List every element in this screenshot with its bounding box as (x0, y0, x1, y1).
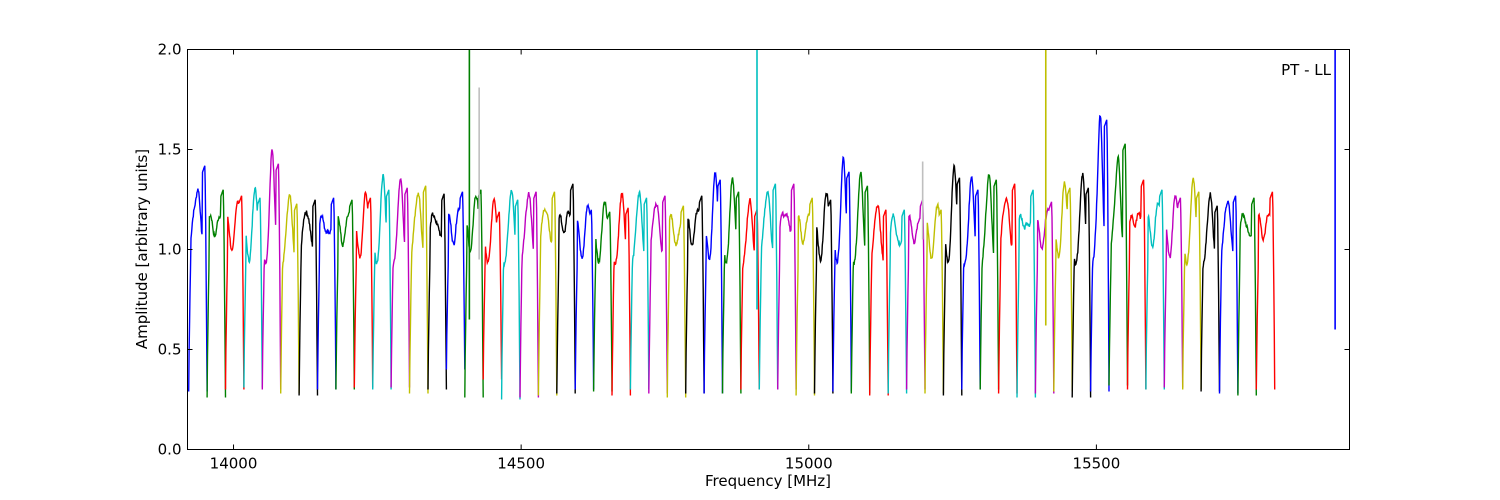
x-tick-label: 15500 (1073, 455, 1121, 473)
channel-trace-9 (353, 190, 374, 388)
channel-trace-13 (427, 193, 448, 390)
y-tick-label: 1.0 (158, 241, 182, 259)
channel-trace-17 (500, 189, 521, 400)
x-axis-label: Frequency [MHz] (705, 472, 831, 490)
channel-trace-43 (979, 174, 1000, 390)
x-tick-label: 15000 (785, 455, 833, 473)
y-tick-label: 1.5 (158, 141, 182, 159)
channel-trace-34 (813, 192, 834, 394)
channel-trace-48 (1071, 172, 1092, 398)
channel-trace-44 (997, 183, 1018, 394)
channel-trace-26 (666, 205, 687, 398)
channel-trace-4 (261, 149, 282, 390)
channel-trace-14 (445, 191, 466, 370)
channel-trace-21 (574, 202, 595, 390)
y-tick-label: 0.5 (158, 341, 182, 359)
channel-trace-45 (1016, 189, 1037, 398)
channel-trace-41 (942, 163, 963, 396)
channel-trace-5 (280, 194, 300, 394)
y-axis-label: Amplitude [arbitrary units] (133, 149, 151, 349)
channel-trace-31 (758, 183, 779, 390)
channel-trace-27 (685, 195, 705, 394)
channel-trace-57 (1237, 197, 1257, 396)
channel-trace-2 (224, 195, 245, 390)
channel-trace-23 (611, 192, 632, 396)
channel-trace-58 (1255, 191, 1276, 390)
channel-trace-36 (850, 171, 871, 394)
x-ticks: 14000 14500 15000 15500 (210, 49, 1121, 473)
channel-trace-7 (316, 197, 337, 390)
channel-trace-40 (924, 201, 945, 394)
channel-trace-6 (298, 199, 319, 396)
channel-trace-37 (869, 204, 889, 396)
channel-trace-3 (243, 186, 263, 388)
channel-trace-1 (206, 189, 227, 398)
channel-trace-51 (1126, 179, 1147, 390)
channel-trace-20 (556, 183, 576, 394)
channel-trace-42 (961, 176, 981, 390)
y-tick-label: 0.0 (158, 441, 182, 459)
channel-trace-10 (372, 173, 392, 390)
x-tick-label: 14000 (210, 455, 258, 473)
y-tick-label: 2.0 (158, 41, 182, 59)
channel-trace-55 (1200, 192, 1221, 392)
plot-annotation: PT - LL (1281, 61, 1332, 79)
channel-trace-11 (390, 177, 411, 388)
channel-trace-24 (629, 189, 650, 390)
channel-trace-50 (1108, 143, 1129, 386)
channel-trace-18 (519, 191, 540, 398)
channel-trace-29 (721, 177, 742, 394)
channel-trace-33 (795, 197, 816, 396)
channel-trace-28 (703, 171, 724, 394)
channel-trace-15 (464, 189, 484, 398)
channel-trace-12 (408, 185, 429, 394)
channel-trace-54 (1182, 177, 1202, 390)
channel-trace-47 (1053, 181, 1073, 392)
channel-trace-19 (537, 191, 558, 396)
spike-layer (468, 49, 1336, 330)
channel-trace-56 (1218, 195, 1239, 394)
channel-trace-53 (1163, 194, 1184, 388)
channel-trace-38 (887, 209, 908, 394)
channel-trace-16 (482, 196, 503, 380)
channel-trace-32 (777, 183, 797, 390)
channel-trace-35 (832, 155, 852, 392)
channel-trace-49 (1089, 114, 1110, 392)
channel-trace-22 (592, 201, 613, 392)
y-ticks: 0.0 0.5 1.0 1.5 2.0 (158, 41, 1350, 459)
channel-trace-46 (1034, 201, 1055, 394)
channel-trace-8 (335, 199, 355, 390)
channel-trace-25 (648, 195, 668, 394)
channel-trace-52 (1145, 189, 1165, 390)
x-tick-label: 14500 (497, 455, 545, 473)
channel-trace-0 (188, 165, 208, 392)
series-layer (188, 114, 1276, 400)
